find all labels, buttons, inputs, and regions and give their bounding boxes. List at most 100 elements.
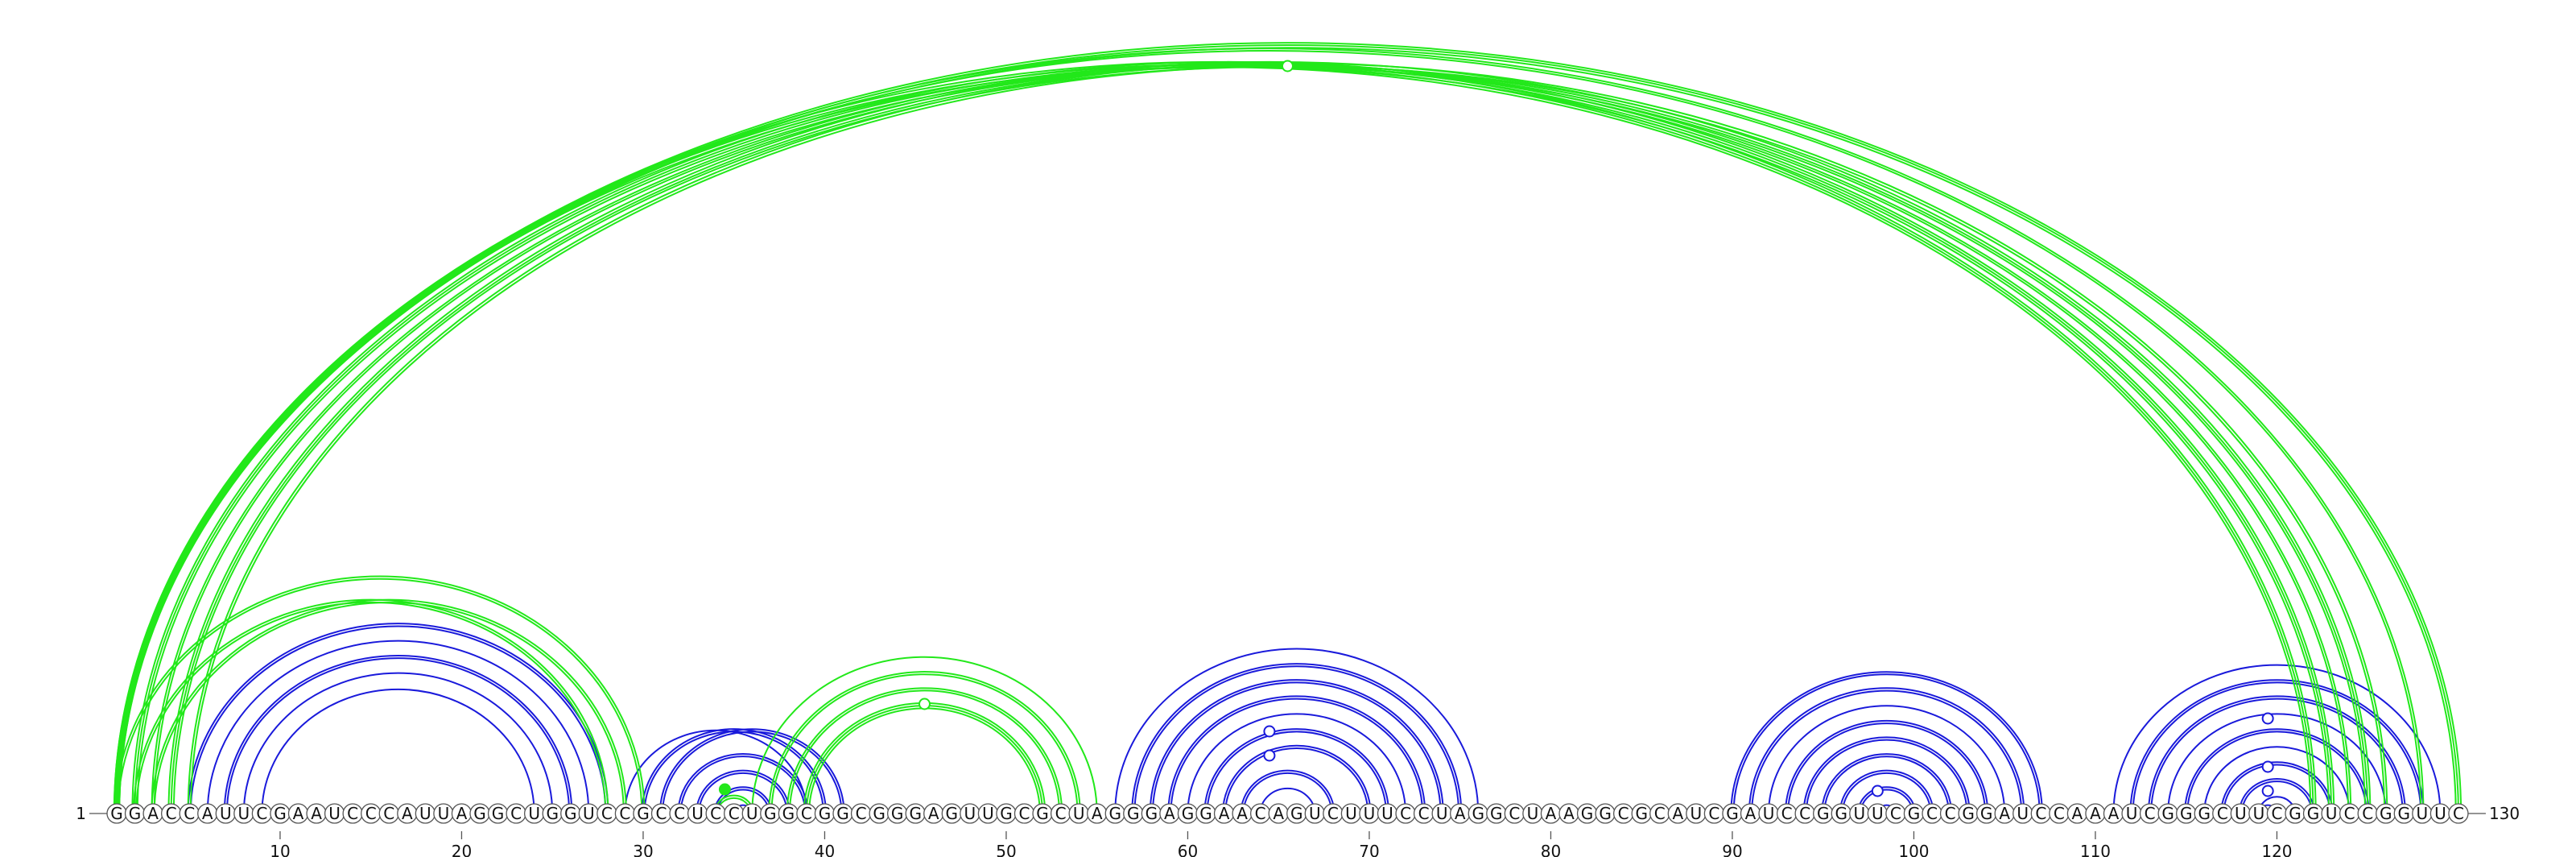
svg-text:A: A bbox=[928, 804, 939, 823]
tick-label: 30 bbox=[633, 842, 653, 857]
svg-text:C: C bbox=[1400, 804, 1411, 823]
nucleotide: A bbox=[451, 803, 473, 824]
blue-arc bbox=[2132, 681, 2422, 814]
nucleotide: G bbox=[1032, 803, 1053, 824]
blue-arc bbox=[2148, 695, 2406, 814]
svg-text:G: G bbox=[1000, 804, 1013, 823]
nucleotide: A bbox=[1450, 803, 1471, 824]
svg-text:A: A bbox=[1672, 804, 1683, 823]
blue-arc bbox=[1805, 739, 1968, 814]
nucleotide: U bbox=[324, 803, 345, 824]
svg-text:G: G bbox=[1726, 804, 1739, 823]
svg-text:G: G bbox=[836, 804, 849, 823]
svg-text:A: A bbox=[1745, 804, 1757, 823]
svg-text:U: U bbox=[2417, 804, 2429, 823]
nucleotide: C bbox=[1885, 803, 1906, 824]
svg-text:A: A bbox=[1563, 804, 1575, 823]
svg-text:G: G bbox=[1490, 804, 1503, 823]
nucleotide: C bbox=[724, 803, 745, 824]
nucleotide: C bbox=[1613, 803, 1634, 824]
svg-text:G: G bbox=[2198, 804, 2211, 823]
svg-text:G: G bbox=[1908, 804, 1921, 823]
nucleotide: U bbox=[2013, 803, 2033, 824]
green-arc bbox=[135, 64, 2332, 814]
green-arc bbox=[768, 671, 1081, 814]
svg-text:A: A bbox=[202, 804, 213, 823]
nucleotide: C bbox=[1776, 803, 1798, 824]
svg-text:G: G bbox=[909, 804, 922, 823]
blue-arc bbox=[189, 625, 607, 814]
tick-layer: 10 20 30 40 50 60 70 80 90 100 110 120 bbox=[270, 831, 2293, 857]
nucleotide: A bbox=[1667, 803, 1688, 824]
nucleotide: G bbox=[469, 803, 490, 824]
green-arc bbox=[788, 689, 1060, 814]
svg-text:C: C bbox=[2217, 804, 2228, 823]
arc-marker bbox=[1263, 725, 1276, 738]
nucleotide: U bbox=[578, 803, 599, 824]
svg-text:G: G bbox=[2307, 804, 2320, 823]
green-arc bbox=[114, 575, 646, 814]
nucleotide: C bbox=[1395, 803, 1416, 824]
nucleotide: G bbox=[1286, 803, 1307, 824]
svg-text:C: C bbox=[2035, 804, 2046, 823]
svg-text:C: C bbox=[347, 804, 358, 823]
svg-text:A: A bbox=[1273, 804, 1284, 823]
svg-text:U: U bbox=[528, 804, 540, 823]
blue-arc bbox=[1224, 747, 1369, 814]
blue-arc bbox=[1785, 720, 1989, 814]
nucleotide: U bbox=[1359, 803, 1380, 824]
arc-marker bbox=[918, 698, 931, 710]
svg-text:A: A bbox=[1092, 804, 1103, 823]
nucleotide: C bbox=[506, 803, 526, 824]
green-arc bbox=[113, 60, 2317, 814]
svg-text:U: U bbox=[1690, 804, 1703, 823]
blue-arc bbox=[677, 752, 809, 814]
svg-text:C: C bbox=[256, 804, 267, 823]
svg-text:G: G bbox=[946, 804, 959, 823]
nucleotide: A bbox=[287, 803, 309, 824]
blue-arc bbox=[206, 640, 590, 814]
blue-arc bbox=[1133, 665, 1460, 814]
svg-text:C: C bbox=[2453, 804, 2464, 823]
nucleotide: C bbox=[2049, 803, 2070, 824]
svg-text:C: C bbox=[2054, 804, 2065, 823]
nucleotide: C bbox=[2266, 803, 2288, 824]
nucleotide: U bbox=[215, 803, 236, 824]
nucleotide: U bbox=[1686, 803, 1707, 824]
nucleotide: G bbox=[778, 803, 799, 824]
nucleotide: A bbox=[1994, 803, 2015, 824]
svg-text:U: U bbox=[1872, 804, 1884, 823]
svg-text:G: G bbox=[2289, 804, 2301, 823]
svg-text:U: U bbox=[964, 804, 976, 823]
svg-text:G: G bbox=[764, 804, 777, 823]
end-label: 130 bbox=[2489, 804, 2520, 823]
svg-text:A: A bbox=[1164, 804, 1175, 823]
nucleotide: C bbox=[342, 803, 363, 824]
nucleotide: C bbox=[2339, 803, 2360, 824]
blue-arc bbox=[1823, 756, 1950, 814]
nucleotide: U bbox=[233, 803, 254, 824]
nucleotide: C bbox=[251, 803, 273, 824]
blue-arc bbox=[662, 731, 843, 814]
nucleotide: G bbox=[996, 803, 1017, 824]
svg-text:U: U bbox=[2017, 804, 2029, 823]
svg-text:G: G bbox=[819, 804, 832, 823]
nucleotide: G bbox=[1104, 803, 1125, 824]
nucleotide: C bbox=[1922, 803, 1942, 824]
tick-label: 120 bbox=[2261, 842, 2292, 857]
nucleotide: A bbox=[1268, 803, 1289, 824]
nucleotide: G bbox=[1195, 803, 1216, 824]
blue-arc bbox=[1748, 687, 2025, 814]
svg-text:A: A bbox=[1236, 804, 1248, 823]
blue-arc bbox=[1730, 671, 2043, 814]
nucleotide: U bbox=[687, 803, 708, 824]
nucleotide: A bbox=[1232, 803, 1253, 824]
nucleotide: U bbox=[977, 803, 999, 824]
blue-arc bbox=[1751, 689, 2023, 814]
svg-text:C: C bbox=[1799, 804, 1810, 823]
green-arc bbox=[151, 598, 627, 814]
svg-text:G: G bbox=[2180, 804, 2193, 823]
nucleotide: G bbox=[1813, 803, 1834, 824]
blue-arc bbox=[679, 756, 807, 814]
green-arc bbox=[751, 656, 1098, 814]
